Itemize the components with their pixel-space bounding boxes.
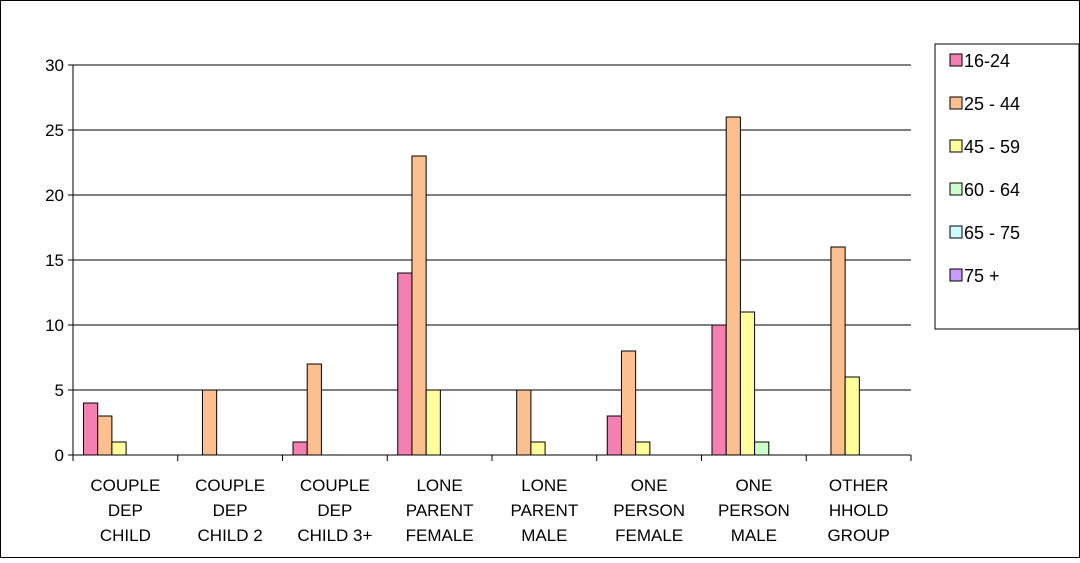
bar-25-44 (411, 155, 427, 456)
legend-label: 65 - 75 (964, 223, 1020, 243)
legend-label: 25 - 44 (964, 94, 1020, 114)
bar-60-64 (754, 441, 770, 456)
legend-swatch (949, 225, 963, 239)
legend-label: 75 + (964, 266, 1000, 286)
legend-swatch (949, 268, 963, 282)
bar-25-44 (725, 116, 741, 456)
bars (83, 116, 860, 456)
x-category-label: COUPLE (300, 476, 370, 495)
x-category-label: DEP (317, 501, 352, 520)
legend-swatch (949, 139, 963, 153)
legend-swatch (949, 96, 963, 110)
bar-45-59 (635, 441, 651, 456)
y-tick-label: 5 (55, 381, 64, 400)
legend: 16-24 25 - 44 45 - 59 60 - 64 65 - 75 75 + (934, 43, 1080, 330)
bar-16-24 (397, 272, 413, 456)
x-category-label: LONE (521, 476, 567, 495)
x-category-label: FEMALE (406, 526, 474, 545)
x-category-label: CHILD (100, 526, 151, 545)
bar-45-59 (111, 441, 127, 456)
bar-45-59 (844, 376, 860, 456)
y-tick-label: 10 (45, 316, 64, 335)
legend-swatch (949, 182, 963, 196)
bar-25-44 (97, 415, 113, 456)
x-category-label: CHILD 2 (198, 526, 263, 545)
gridlines (73, 64, 911, 391)
y-tick-label: 30 (45, 56, 64, 75)
legend-label: 60 - 64 (964, 180, 1020, 200)
x-category-label: GROUP (827, 526, 889, 545)
bar-25-44 (830, 246, 846, 456)
x-category-label: COUPLE (90, 476, 160, 495)
axis-labels: 0 5 10 15 20 25 30 COUPLE DEP CHILD COUPLE DEP CHILD… (45, 56, 890, 545)
y-tick-label: 15 (45, 251, 64, 270)
bar-16-24 (83, 402, 99, 456)
x-category-label: PARENT (511, 501, 579, 520)
bar-25-44 (201, 389, 218, 456)
x-category-label: PARENT (406, 501, 474, 520)
x-category-label: MALE (521, 526, 567, 545)
bar-16-24 (711, 324, 727, 456)
x-category-label: FEMALE (615, 526, 683, 545)
bar-16-24 (292, 441, 308, 456)
x-category-label: OTHER (829, 476, 889, 495)
bar-16-24 (606, 415, 622, 456)
x-category-label: COUPLE (195, 476, 265, 495)
bar-25-44 (516, 389, 532, 456)
x-category-label: ONE (631, 476, 668, 495)
bar-45-59 (739, 311, 756, 456)
legend-label: 16-24 (964, 51, 1010, 71)
bar-25-44 (306, 363, 322, 456)
x-category-label: HHOLD (829, 501, 889, 520)
y-tick-label: 20 (45, 186, 64, 205)
bar-45-59 (425, 389, 441, 456)
x-category-label: DEP (213, 501, 248, 520)
y-tick-label: 0 (55, 446, 64, 465)
x-category-label: PERSON (613, 501, 685, 520)
bar-25-44 (620, 350, 637, 456)
x-category-label: MALE (731, 526, 777, 545)
legend-label: 45 - 59 (964, 137, 1020, 157)
x-category-label: CHILD 3+ (297, 526, 372, 545)
x-category-label: DEP (108, 501, 143, 520)
bar-45-59 (530, 441, 546, 456)
y-tick-label: 25 (45, 121, 64, 140)
x-category-label: PERSON (718, 501, 790, 520)
x-category-label: ONE (735, 476, 772, 495)
legend-swatch (949, 53, 963, 67)
x-category-label: LONE (416, 476, 462, 495)
